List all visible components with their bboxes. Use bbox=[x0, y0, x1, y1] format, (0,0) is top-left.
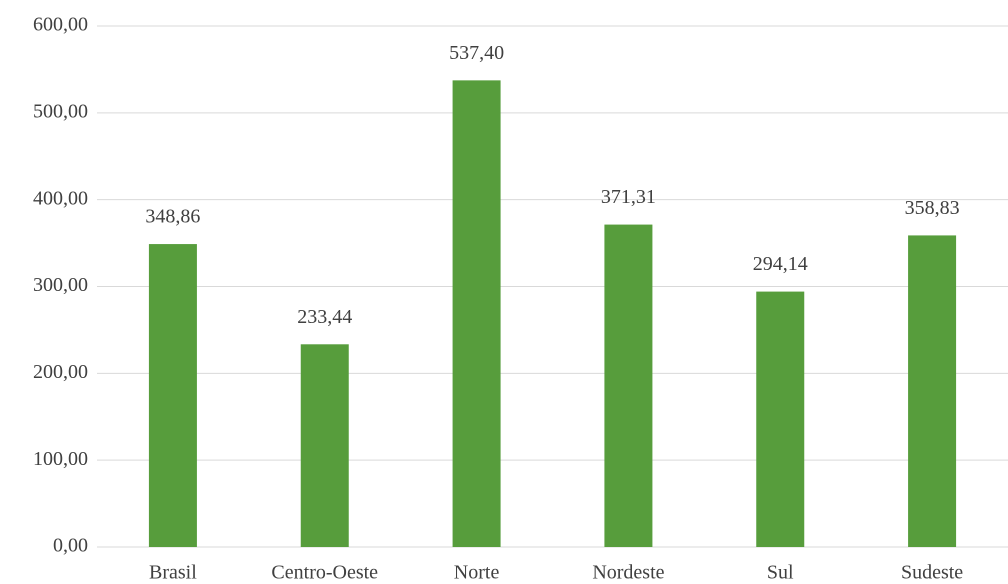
bar bbox=[604, 224, 653, 547]
data-label: 233,44 bbox=[297, 306, 352, 328]
bar bbox=[756, 291, 805, 547]
bar bbox=[452, 80, 501, 547]
data-label: 371,31 bbox=[601, 186, 656, 208]
data-label: 537,40 bbox=[449, 42, 504, 64]
x-tick-label: Centro-Oeste bbox=[271, 562, 378, 584]
data-label: 348,86 bbox=[145, 206, 200, 228]
x-tick-label: Brasil bbox=[149, 562, 197, 584]
y-tick-label: 200,00 bbox=[33, 361, 88, 383]
x-tick-label: Sul bbox=[767, 562, 794, 584]
y-tick-label: 0,00 bbox=[53, 535, 88, 557]
data-label: 294,14 bbox=[753, 253, 808, 275]
y-tick-label: 100,00 bbox=[33, 448, 88, 470]
data-label: 358,83 bbox=[905, 197, 960, 219]
y-tick-label: 300,00 bbox=[33, 274, 88, 296]
bar bbox=[148, 244, 197, 547]
y-tick-label: 400,00 bbox=[33, 187, 88, 209]
x-tick-label: Sudeste bbox=[901, 562, 963, 584]
y-tick-label: 500,00 bbox=[33, 100, 88, 122]
bar bbox=[300, 344, 349, 547]
x-tick-label: Nordeste bbox=[592, 562, 664, 584]
x-tick-label: Norte bbox=[454, 562, 500, 584]
y-tick-label: 600,00 bbox=[33, 14, 88, 36]
bar bbox=[908, 235, 957, 547]
